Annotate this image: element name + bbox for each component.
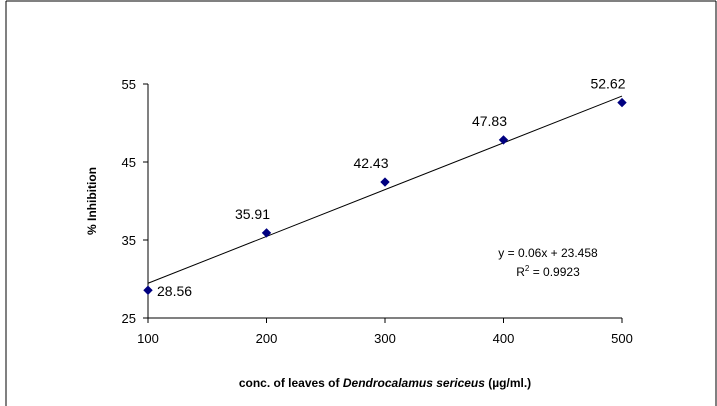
x-tick-label: 100 [137, 331, 159, 346]
x-tick-label: 400 [493, 331, 515, 346]
trendline [147, 95, 623, 284]
y-tick-label: 35 [122, 233, 136, 248]
data-point [261, 228, 272, 238]
x-axis-title-species: Dendrocalamus sericeus [343, 376, 485, 390]
r2-suffix: = 0.9923 [529, 265, 580, 279]
data-label: 42.43 [353, 155, 388, 171]
y-tick-label: 55 [122, 77, 136, 92]
y-axis-title: % Inhibition [85, 167, 99, 235]
y-tick-label: 25 [122, 311, 136, 326]
data-point-group [143, 97, 627, 295]
data-label: 52.62 [590, 76, 625, 92]
x-tick-group: 100 200 300 400 500 [137, 318, 633, 346]
data-point [617, 97, 627, 108]
data-label-group: 28.56 35.91 42.43 47.83 52.62 [157, 76, 626, 300]
x-axis-title-suffix: (µg/ml.) [485, 376, 531, 390]
data-point [143, 285, 153, 295]
data-label: 47.83 [472, 113, 507, 129]
trendline-r-squared: R2 = 0.9923 [516, 264, 580, 279]
trendline-equation: y = 0.06x + 23.458 [498, 246, 598, 260]
r2-exponent: 2 [525, 264, 530, 273]
trendline-group [147, 95, 623, 284]
y-tick-group: 25 35 45 55 [122, 77, 148, 326]
data-label: 28.56 [157, 283, 192, 299]
x-tick-label: 200 [256, 331, 278, 346]
r2-prefix: R [516, 265, 525, 279]
x-tick-label: 300 [374, 331, 396, 346]
data-point [498, 135, 509, 145]
y-tick-label: 45 [122, 155, 136, 170]
x-axis-title-prefix: conc. of leaves of [239, 376, 343, 390]
x-axis-title: conc. of leaves of Dendrocalamus sericeu… [239, 376, 531, 390]
x-tick-label: 500 [611, 331, 633, 346]
data-point [380, 177, 390, 187]
data-label: 35.91 [235, 206, 270, 222]
